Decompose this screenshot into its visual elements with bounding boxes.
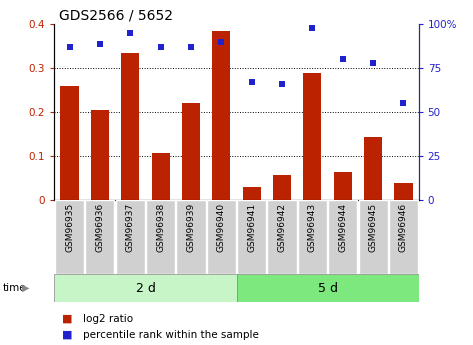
Bar — [61, 86, 79, 200]
FancyBboxPatch shape — [55, 200, 84, 274]
Text: 2 d: 2 d — [135, 282, 156, 295]
FancyBboxPatch shape — [176, 200, 206, 274]
Text: GSM96941: GSM96941 — [247, 203, 256, 252]
Text: GSM96938: GSM96938 — [156, 203, 165, 252]
Bar — [333, 172, 352, 200]
Point — [400, 101, 407, 106]
Text: ▶: ▶ — [22, 283, 30, 293]
Text: log2 ratio: log2 ratio — [83, 314, 133, 324]
Bar — [182, 104, 200, 200]
Text: GSM96940: GSM96940 — [217, 203, 226, 252]
Point — [218, 39, 225, 45]
Point — [187, 44, 195, 50]
Point — [66, 44, 73, 50]
FancyBboxPatch shape — [389, 200, 418, 274]
Text: GSM96937: GSM96937 — [126, 203, 135, 252]
Bar — [243, 187, 261, 200]
Text: GSM96946: GSM96946 — [399, 203, 408, 252]
Point — [157, 44, 165, 50]
FancyBboxPatch shape — [267, 200, 297, 274]
Text: GSM96944: GSM96944 — [338, 203, 347, 252]
Bar — [121, 53, 140, 200]
Text: GSM96939: GSM96939 — [186, 203, 195, 252]
Text: GSM96936: GSM96936 — [96, 203, 105, 252]
Point — [248, 79, 255, 85]
Text: GSM96942: GSM96942 — [278, 203, 287, 252]
Point — [339, 57, 347, 62]
Point — [308, 25, 316, 30]
Bar — [151, 152, 170, 200]
FancyBboxPatch shape — [298, 200, 327, 274]
Point — [126, 30, 134, 36]
Text: percentile rank within the sample: percentile rank within the sample — [83, 330, 259, 339]
Text: GSM96935: GSM96935 — [65, 203, 74, 252]
Text: GSM96943: GSM96943 — [308, 203, 317, 252]
FancyBboxPatch shape — [237, 200, 266, 274]
Bar — [394, 184, 412, 200]
Text: 5 d: 5 d — [317, 282, 338, 295]
FancyBboxPatch shape — [146, 200, 175, 274]
Bar — [212, 31, 230, 200]
Bar — [273, 175, 291, 200]
Bar — [236, 274, 419, 302]
FancyBboxPatch shape — [85, 200, 114, 274]
FancyBboxPatch shape — [116, 200, 145, 274]
Text: ■: ■ — [61, 330, 72, 339]
Point — [369, 60, 377, 66]
Text: GDS2566 / 5652: GDS2566 / 5652 — [59, 9, 173, 23]
Text: GSM96945: GSM96945 — [368, 203, 377, 252]
Point — [96, 41, 104, 46]
FancyBboxPatch shape — [359, 200, 388, 274]
Bar — [54, 274, 237, 302]
Text: ■: ■ — [61, 314, 72, 324]
FancyBboxPatch shape — [328, 200, 357, 274]
Text: time: time — [2, 283, 26, 293]
Bar — [303, 72, 322, 200]
FancyBboxPatch shape — [207, 200, 236, 274]
Bar — [364, 137, 382, 200]
Point — [278, 81, 286, 87]
Bar — [91, 110, 109, 200]
